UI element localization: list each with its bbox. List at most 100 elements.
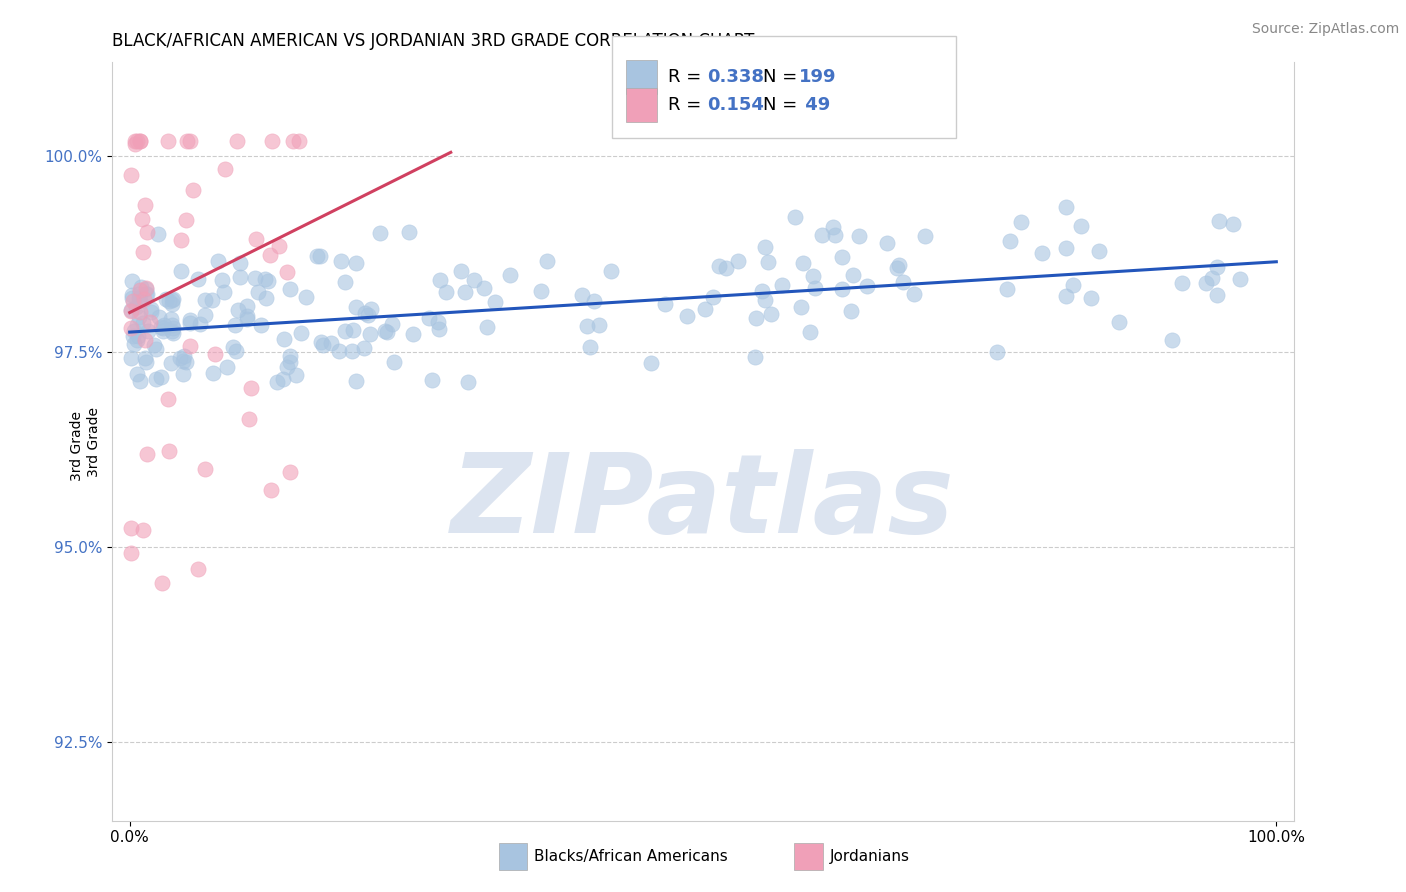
Point [1195,276,1218,290]
Point [579,340,602,354]
Point [150,320,173,334]
Point [152,321,174,335]
Point [278,349,301,363]
Point [876,236,898,251]
Point [120,302,142,317]
Point [121,291,143,305]
Point [484,295,506,310]
Point [288,134,311,148]
Text: Blacks/African Americans: Blacks/African Americans [534,849,728,863]
Point [135,281,157,295]
Point [1054,241,1077,255]
Text: BLACK/AFRICAN AMERICAN VS JORDANIAN 3RD GRADE CORRELATION CHART: BLACK/AFRICAN AMERICAN VS JORDANIAN 3RD … [112,32,755,50]
Point [194,462,217,476]
Point [250,318,273,332]
Point [402,326,425,341]
Point [374,324,396,338]
Point [280,465,302,479]
Point [422,373,444,387]
Point [149,369,172,384]
Point [243,270,266,285]
Point [228,302,250,317]
Point [472,280,495,294]
Point [1206,260,1229,274]
Point [187,272,209,286]
Point [139,315,162,329]
Point [179,339,201,353]
Point [716,261,738,276]
Point [160,311,183,326]
Point [247,285,270,300]
Point [128,293,150,308]
Point [429,273,451,287]
Point [536,254,558,268]
Point [344,256,367,270]
Point [136,324,159,338]
Point [124,336,146,351]
Point [135,286,157,301]
Point [176,134,198,148]
Point [1208,213,1230,227]
Point [148,310,170,324]
Point [457,375,479,389]
Point [129,284,152,298]
Point [132,292,155,306]
Point [848,229,870,244]
Point [418,310,440,325]
Point [986,345,1008,359]
Point [654,297,676,311]
Point [280,355,302,369]
Point [804,281,827,295]
Point [155,292,177,306]
Point [120,304,142,318]
Point [120,521,142,535]
Point [676,310,699,324]
Point [120,321,142,335]
Point [353,306,375,320]
Text: R =: R = [668,96,707,114]
Text: Source: ZipAtlas.com: Source: ZipAtlas.com [1251,22,1399,37]
Point [120,351,142,366]
Point [799,326,821,340]
Point [160,356,183,370]
Point [174,355,197,369]
Point [128,305,150,319]
Point [754,293,776,308]
Point [1010,215,1032,229]
Point [1201,270,1223,285]
Point [152,576,174,591]
Point [124,300,146,314]
Point [201,366,224,380]
Point [229,270,252,285]
Point [238,412,260,426]
Point [156,392,179,406]
Point [169,351,191,365]
Point [709,259,731,273]
Point [475,319,498,334]
Point [375,325,398,339]
Point [269,238,291,252]
Text: 0.338: 0.338 [707,68,765,86]
Point [785,210,807,224]
Point [229,256,252,270]
Point [187,562,209,576]
Point [811,227,834,242]
Point [1054,200,1077,214]
Text: R =: R = [668,68,707,86]
Text: Jordanians: Jordanians [830,849,910,863]
Point [207,253,229,268]
Point [120,546,142,560]
Point [128,310,150,324]
Point [236,299,259,313]
Point [173,349,195,363]
Point [454,285,477,300]
Point [162,326,184,340]
Point [294,290,316,304]
Point [745,310,768,325]
Point [176,212,198,227]
Point [262,134,284,148]
Point [276,360,298,375]
Point [135,447,157,461]
Point [744,350,766,364]
Point [212,285,235,299]
